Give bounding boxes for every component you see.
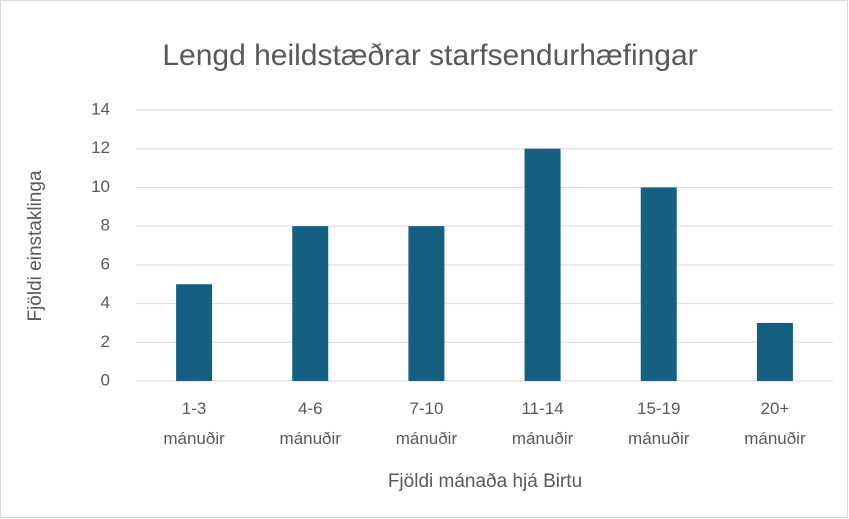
bar (176, 284, 213, 381)
x-tick-label: 20+ mánuðir (744, 399, 806, 448)
x-tick-label: 1-3 mánuðir (163, 399, 225, 448)
y-tick-label: 6 (101, 254, 110, 273)
x-tick-label: 4-6 mánuðir (280, 399, 342, 448)
x-tick-label: 11-14 mánuðir (512, 399, 574, 448)
y-tick-label: 2 (101, 332, 110, 351)
y-tick-label: 8 (101, 216, 110, 235)
y-tick-label: 10 (91, 177, 110, 196)
y-tick-label: 14 (91, 99, 110, 118)
chart-title: Lengd heildstæðrar starfsendurhæfingar (162, 39, 697, 72)
bar (408, 226, 445, 381)
bar (524, 148, 561, 381)
x-axis-title: Fjöldi mánaða hjá Birtu (388, 471, 582, 492)
x-tick-label: 15-19 mánuðir (628, 399, 690, 448)
y-tick-label: 0 (101, 370, 110, 389)
y-axis-title: Fjöldi einstaklinga (25, 170, 46, 321)
y-tick-label: 4 (101, 293, 110, 312)
x-tick-label: 7-10 mánuðir (396, 399, 458, 448)
bar (756, 322, 793, 381)
y-tick-label: 12 (91, 138, 110, 157)
bar (292, 226, 329, 381)
bar (640, 187, 677, 381)
